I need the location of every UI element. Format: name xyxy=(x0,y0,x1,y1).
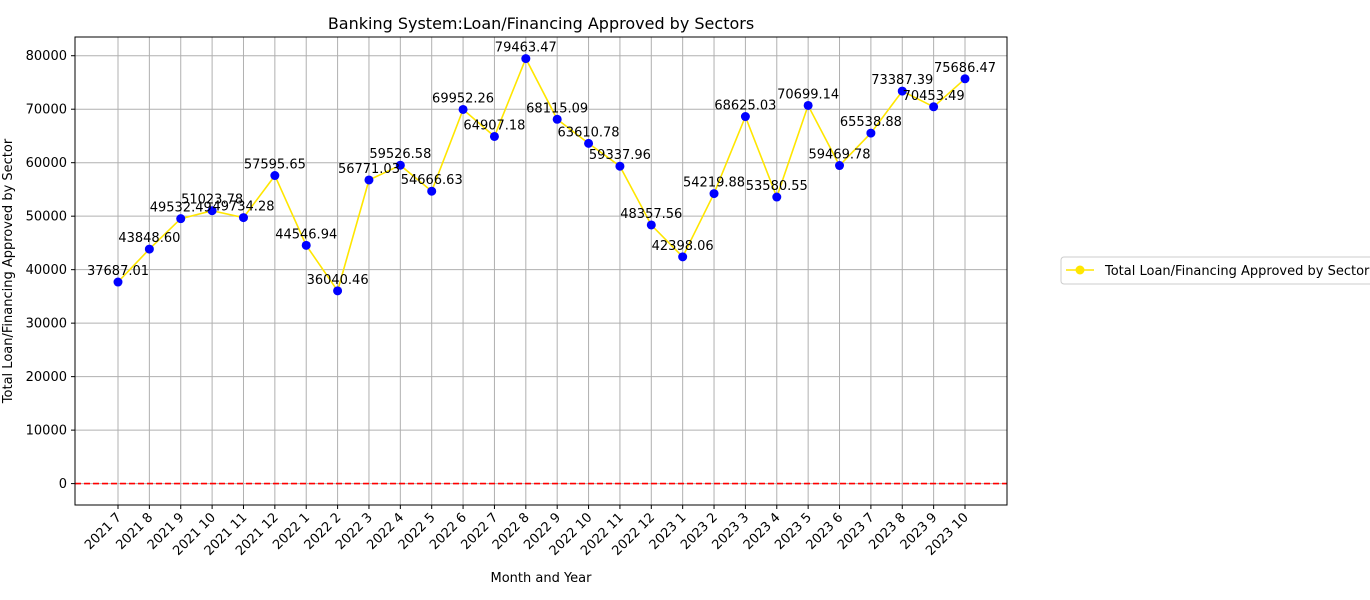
data-point xyxy=(678,252,688,262)
data-point xyxy=(270,171,280,181)
data-label: 59337.96 xyxy=(589,148,651,163)
data-point xyxy=(929,102,939,112)
data-label: 73387.39 xyxy=(871,73,933,88)
data-point xyxy=(333,286,343,296)
data-point xyxy=(835,161,845,171)
data-label: 42398.06 xyxy=(652,239,714,254)
data-label: 49734.28 xyxy=(212,200,274,215)
data-label: 53580.55 xyxy=(746,179,808,194)
data-point xyxy=(144,244,154,254)
data-point xyxy=(897,86,907,96)
data-label: 63610.78 xyxy=(558,125,620,140)
y-tick-label: 80000 xyxy=(26,49,67,64)
legend: Total Loan/Financing Approved by Sector xyxy=(1060,256,1370,285)
data-point xyxy=(458,104,468,114)
grid xyxy=(75,37,1007,505)
y-tick-label: 0 xyxy=(59,477,67,492)
series-line xyxy=(117,56,966,293)
data-point xyxy=(740,112,750,122)
data-point xyxy=(584,138,594,148)
legend-label: Total Loan/Financing Approved by Sector xyxy=(1104,264,1370,279)
data-label: 70453.49 xyxy=(903,89,965,104)
data-point xyxy=(803,100,813,110)
data-point xyxy=(866,128,876,138)
data-label: 75686.47 xyxy=(934,61,996,76)
data-label: 51023.78 xyxy=(181,193,243,208)
data-point xyxy=(301,240,311,250)
y-axis-ticks: 0 10000 20000 30000 40000 50000 60000 70000 8000… xyxy=(26,49,75,492)
data-label: 70699.14 xyxy=(777,87,839,102)
data-labels: 37687.01 43848.60 49532.4951023.7849734.28… xyxy=(87,41,996,288)
data-point xyxy=(552,114,562,124)
legend-box xyxy=(1060,256,1370,285)
data-label: 64907.18 xyxy=(463,118,525,133)
y-tick-label: 50000 xyxy=(26,210,67,225)
data-point xyxy=(772,192,782,202)
y-tick-label: 40000 xyxy=(26,263,67,278)
data-label: 36040.46 xyxy=(307,273,369,288)
data-label: 57595.65 xyxy=(244,158,306,173)
data-point xyxy=(113,277,123,287)
x-axis-title: Month and Year xyxy=(491,571,593,586)
plot-frame xyxy=(74,36,1008,506)
legend-marker-swatch xyxy=(1075,265,1085,275)
data-point xyxy=(646,220,656,230)
data-label: 68115.09 xyxy=(526,101,588,116)
data-label: 69952.26 xyxy=(432,91,494,106)
y-tick-label: 70000 xyxy=(26,103,67,118)
data-label: 44546.94 xyxy=(275,227,337,242)
data-label: 43848.60 xyxy=(118,231,180,246)
data-point xyxy=(521,54,531,64)
data-point xyxy=(238,213,248,223)
chart-title: Banking System:Loan/Financing Approved b… xyxy=(328,14,754,33)
data-label: 59469.78 xyxy=(809,148,871,163)
y-tick-label: 30000 xyxy=(26,317,67,332)
y-axis-title: Total Loan/Financing Approved by Sector xyxy=(1,138,16,404)
data-point xyxy=(395,160,405,170)
data-point xyxy=(427,186,437,196)
data-point xyxy=(709,189,719,199)
y-tick-label: 20000 xyxy=(26,370,67,385)
data-point xyxy=(207,206,217,216)
data-label: 48357.56 xyxy=(620,207,682,222)
data-label: 54666.63 xyxy=(401,173,463,188)
data-label: 79463.47 xyxy=(495,41,557,56)
data-point xyxy=(364,175,374,185)
data-label: 56771.03 xyxy=(338,162,400,177)
data-label: 54219.88 xyxy=(683,176,745,191)
data-label: 59526.58 xyxy=(369,147,431,162)
data-label: 65538.88 xyxy=(840,115,902,130)
data-point xyxy=(489,131,499,141)
data-point xyxy=(176,214,186,224)
data-point xyxy=(960,74,970,84)
series xyxy=(113,54,970,296)
data-label: 37687.01 xyxy=(87,264,149,279)
y-tick-label: 60000 xyxy=(26,156,67,171)
data-label: 49532.49 xyxy=(150,201,212,216)
y-tick-label: 10000 xyxy=(26,424,67,439)
data-point xyxy=(615,161,625,171)
data-label: 68625.03 xyxy=(714,99,776,114)
